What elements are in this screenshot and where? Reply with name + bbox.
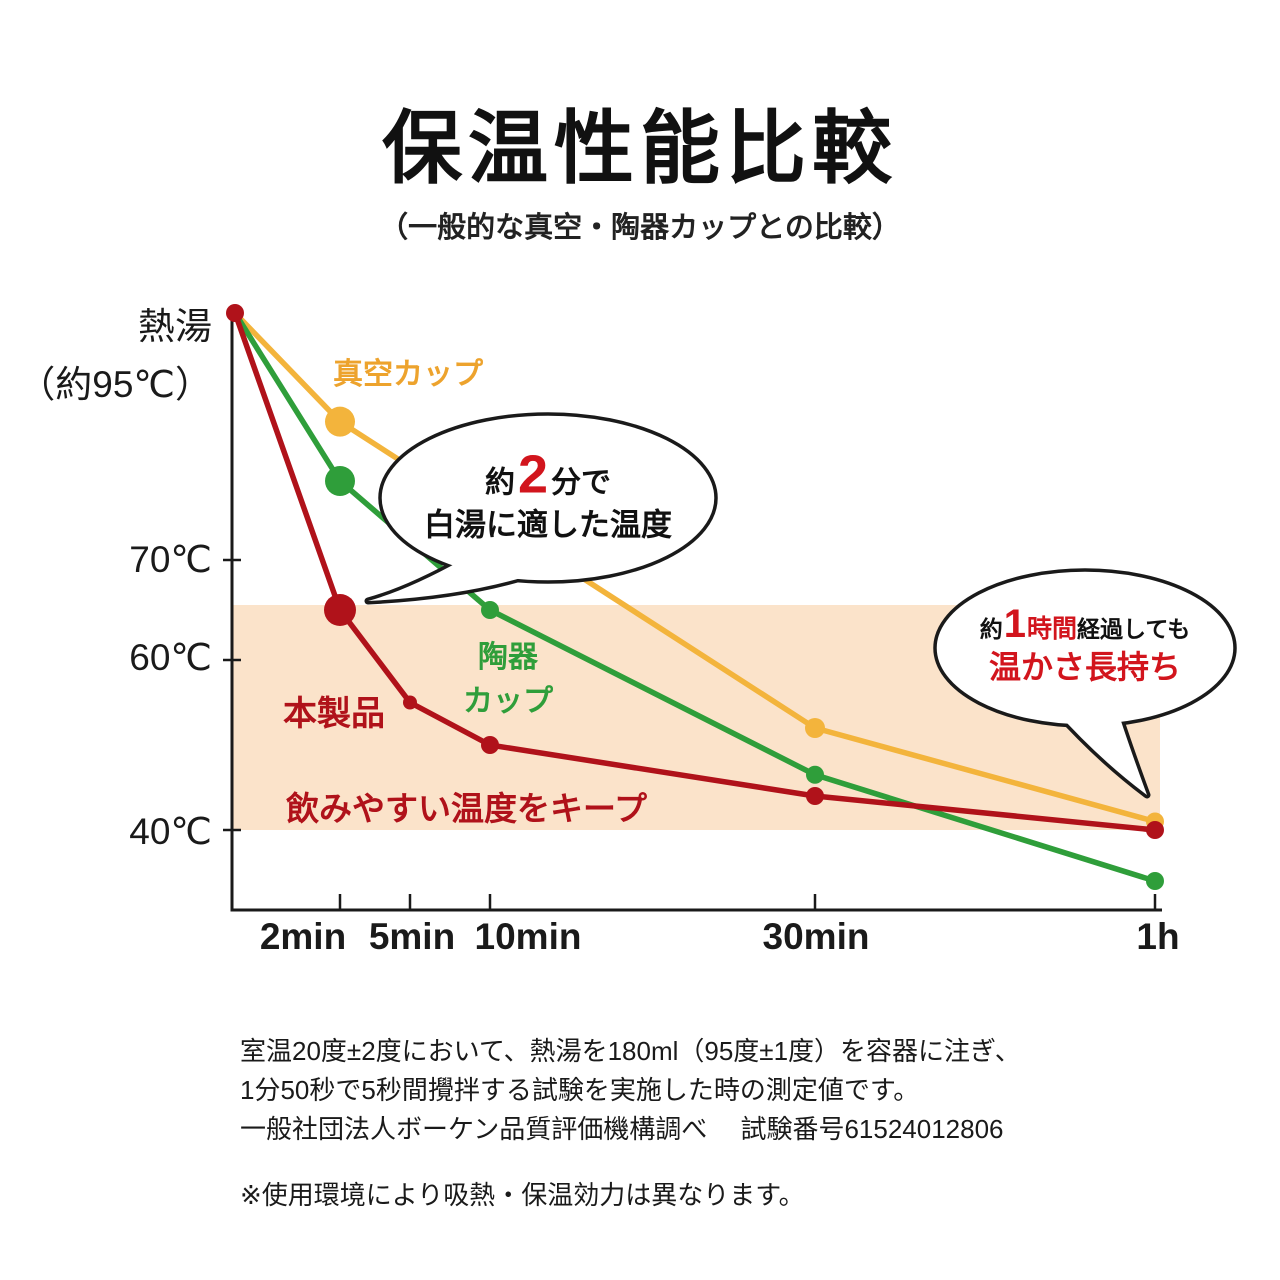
data-point-dot (481, 736, 499, 754)
bubble-1h-prefix: 約 (979, 616, 1003, 643)
data-point-dot (1146, 821, 1164, 839)
series-line (232, 310, 1158, 833)
x-tick-5min: 5min (368, 916, 456, 957)
x-tick-10min: 10min (474, 916, 582, 957)
data-point-dot (226, 304, 244, 322)
page-subtitle: （一般的な真空・陶器カップとの比較） (379, 212, 901, 244)
band-label-drinkable-temp: 飲みやすい温度をキープ (286, 790, 648, 827)
speech-bubble-2min (364, 412, 718, 605)
series-label-ceramic-line1: 陶器 (478, 641, 538, 674)
bubble-2min-line1: 約2 分で (424, 446, 672, 503)
bubble-1h-line1: 約1時間経過しても (980, 603, 1190, 645)
x-tick-30min: 30min (762, 916, 870, 957)
test-conditions: 室温20度±2度において、熱湯を180ml（95度±1度）を容器に注ぎ、 1分5… (240, 1032, 1021, 1149)
bubble-1h-text: 約1時間経過しても 温かさ長持ち (980, 603, 1190, 685)
data-point-dot (1146, 872, 1164, 890)
data-point-dot (403, 695, 417, 710)
axes (230, 305, 1162, 912)
data-point-dot (325, 465, 355, 496)
bubble-2min-number: 2 (517, 444, 549, 505)
footnote-line-1: 室温20度±2度において、熱湯を180ml（95度±1度）を容器に注ぎ、 (240, 1036, 1021, 1066)
bubble-2min-text: 約2 分で 白湯に適した温度 (424, 446, 672, 541)
y-tick-60: 60℃ (129, 637, 212, 678)
speech-bubble-1h (933, 568, 1237, 799)
y-tick-40: 40℃ (129, 811, 212, 852)
bubble-1h-number: 1 (1003, 602, 1027, 647)
bubble-2min-line2: 白湯に適した温度 (424, 507, 672, 543)
data-point-dot (805, 718, 825, 738)
footnote-line-2: 1分50秒で5秒間攪拌する試験を実施した時の測定値です。 (240, 1075, 920, 1105)
bubble-1h-unit: 時間 (1027, 615, 1078, 644)
series-label-this-product: 本製品 (283, 695, 385, 733)
data-point-dot (481, 601, 499, 619)
x-tick-2min: 2min (259, 916, 347, 957)
data-point-dot (806, 787, 824, 805)
series-label-ceramic-cup: 陶器 カップ (463, 636, 553, 724)
y-tick-70: 70℃ (129, 539, 212, 580)
data-point-dot (806, 765, 824, 784)
usage-note: ※使用環境により吸熱・保温効力は異なります。 (240, 1180, 805, 1210)
y-label-hot-water: 熱湯 (138, 306, 212, 347)
footnote-line-3: 一般社団法人ボーケン品質評価機構調べ 試験番号61524012806 (240, 1114, 1004, 1144)
data-point-dot (325, 406, 355, 437)
bubble-2min-suffix: 分で (551, 466, 612, 500)
data-point-dot (324, 594, 356, 626)
page-title: 保温性能比較 (382, 104, 898, 193)
y-label-hot-water-temp: （約95℃） (18, 364, 212, 405)
series-label-vacuum-cup: 真空カップ (333, 358, 483, 391)
bubble-1h-suffix: 経過しても (1077, 616, 1191, 643)
bubble-2min-prefix: 約 (484, 466, 515, 500)
bubble-1h-line2: 温かさ長持ち (988, 649, 1181, 686)
series-label-ceramic-line2: カップ (463, 685, 553, 718)
x-tick-1h: 1h (1136, 916, 1180, 957)
